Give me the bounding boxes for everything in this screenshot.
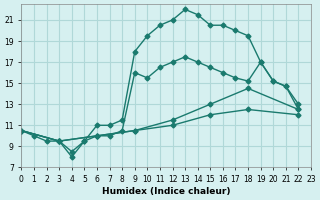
X-axis label: Humidex (Indice chaleur): Humidex (Indice chaleur) [102,187,230,196]
